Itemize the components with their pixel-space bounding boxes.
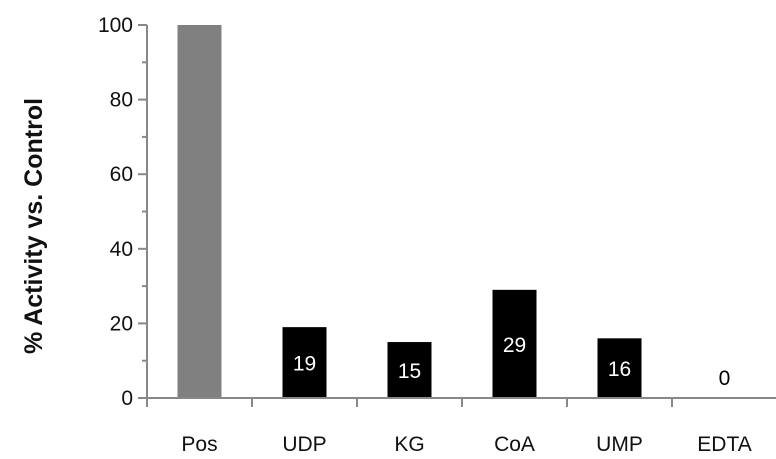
y-tick-label: 20 [110, 312, 133, 335]
data-label-coa: 29 [503, 334, 526, 357]
y-tick-label: 40 [110, 238, 133, 261]
y-tick-label: 80 [110, 89, 133, 112]
category-label-ump: UMP [596, 433, 643, 456]
y-tick-label: 100 [98, 14, 133, 37]
y-tick-label: 0 [121, 387, 133, 410]
bars [177, 25, 642, 398]
y-tick-label: 60 [110, 163, 133, 186]
axes [146, 25, 776, 399]
category-label-pos: Pos [181, 433, 217, 456]
bar-udp [282, 327, 327, 398]
data-label-udp: 19 [293, 353, 316, 376]
category-label-edta: EDTA [697, 433, 751, 456]
y-axis-ticks: 0 20 40 60 80 100 [98, 14, 673, 410]
data-labels: 19 15 29 16 0 [293, 334, 731, 390]
category-label-kg: KG [394, 433, 424, 456]
bar-coa [492, 289, 537, 398]
y-axis-title: % Activity vs. Control [20, 98, 48, 354]
data-label-edta: 0 [719, 367, 731, 390]
category-label-coa: CoA [494, 433, 535, 456]
bar-ump [597, 338, 642, 398]
data-label-kg: 15 [398, 360, 421, 383]
bar-pos [177, 25, 222, 398]
bar-kg [387, 342, 432, 398]
category-label-udp: UDP [282, 433, 326, 456]
category-labels: Pos UDP KG CoA UMP EDTA [181, 433, 751, 456]
data-label-ump: 16 [608, 358, 631, 381]
